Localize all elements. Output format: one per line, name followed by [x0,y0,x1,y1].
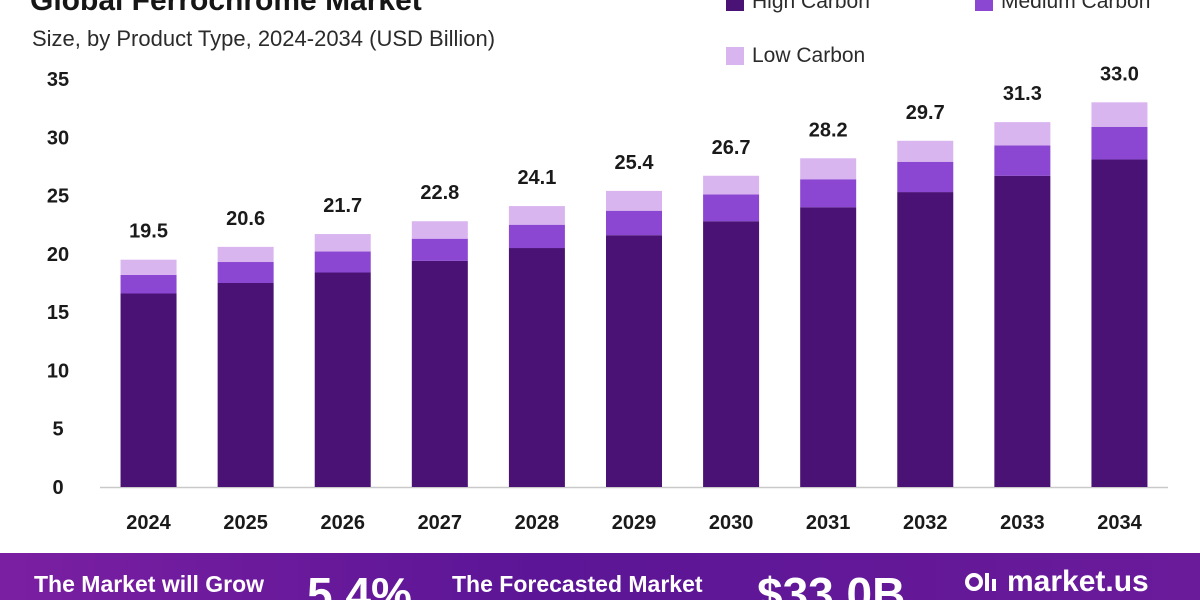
x-tick-label: 2026 [320,512,365,534]
stacked-bar-chart: 0510152025303519.5202420.6202521.7202622… [47,63,1168,534]
bar-total-label: 21.7 [323,195,362,217]
chart-title: Global Ferrochrome Market [30,0,422,17]
legend-label-high-carbon: High Carbon [752,0,870,13]
brand-name: market.us [1007,565,1149,598]
x-tick-label: 2028 [515,512,560,534]
bar-segment-medium-carbon [314,251,371,273]
bar-segment-medium-carbon [994,145,1051,176]
legend-label-medium-carbon: Medium Carbon [1001,0,1151,13]
legend-item-medium-carbon: Medium Carbon [975,0,1150,14]
bar-segment-low-carbon [314,234,371,252]
y-tick-label: 35 [47,69,69,91]
bar-segment-high-carbon [800,207,857,487]
bar-segment-medium-carbon [800,179,857,208]
bar-segment-high-carbon [508,248,565,487]
banner-forecast-value: $33.0B [757,568,906,600]
bar-total-label: 26.7 [712,137,751,159]
bar-total-label: 29.7 [906,102,945,124]
y-tick-label: 25 [47,186,69,208]
bar-segment-high-carbon [897,192,954,487]
bar-segment-low-carbon [897,140,954,162]
x-tick-label: 2033 [1000,512,1045,534]
market-us-logo-icon [965,567,999,597]
brand-logo: market.us [965,565,1149,599]
bar-total-label: 28.2 [809,119,848,141]
bar-segment-medium-carbon [508,224,565,249]
bar-segment-medium-carbon [703,194,760,222]
bar-segment-high-carbon [1091,159,1148,488]
bar-segment-low-carbon [508,206,565,225]
bar-segment-medium-carbon [120,274,177,294]
bar-total-label: 25.4 [615,152,655,174]
x-tick-label: 2025 [223,512,268,534]
bar-segment-high-carbon [411,260,468,487]
y-tick-label: 30 [47,127,69,149]
bar-segment-low-carbon [800,158,857,180]
bar-total-label: 24.1 [517,167,556,189]
x-tick-label: 2024 [126,512,171,534]
bar-segment-medium-carbon [897,161,954,193]
legend-swatch-medium-carbon [975,0,993,11]
y-tick-label: 5 [52,419,63,441]
bar-segment-medium-carbon [1091,126,1148,160]
bar-segment-low-carbon [120,259,177,275]
bar-segment-high-carbon [606,235,662,487]
x-tick-label: 2027 [418,512,463,534]
bar-segment-low-carbon [703,175,760,195]
legend-label-low-carbon: Low Carbon [752,44,866,67]
legend-item-low-carbon: Low Carbon [726,44,865,68]
bar-segment-high-carbon [217,283,274,487]
x-tick-label: 2031 [806,512,851,534]
bar-segment-low-carbon [1091,102,1148,127]
legend-swatch-high-carbon [726,0,744,11]
bar-total-label: 33.0 [1100,63,1139,85]
bar-segment-low-carbon [994,122,1051,146]
bar-segment-high-carbon [994,175,1051,488]
bar-segment-high-carbon [703,221,760,487]
bar-segment-high-carbon [314,272,371,487]
bar-total-label: 19.5 [129,221,168,243]
bar-segment-medium-carbon [411,238,468,261]
bar-total-label: 31.3 [1003,83,1042,105]
bar-segment-medium-carbon [217,262,274,283]
x-tick-label: 2034 [1097,512,1142,534]
bar-segment-low-carbon [411,221,468,239]
y-tick-label: 10 [47,360,69,382]
bar-total-label: 20.6 [226,208,265,230]
y-tick-label: 0 [52,477,63,499]
bar-total-label: 22.8 [420,182,459,204]
bar-segment-low-carbon [217,246,274,263]
x-tick-label: 2029 [612,512,657,534]
banner-forecast-label: The Forecasted Market [452,571,703,597]
bar-segment-low-carbon [606,190,662,211]
banner-grow-label: The Market will Grow [34,571,265,597]
chart-subtitle: Size, by Product Type, 2024-2034 (USD Bi… [32,26,496,51]
legend-swatch-low-carbon [726,47,744,65]
bar-segment-high-carbon [120,293,177,487]
bottom-banner: The Market will Grow 5.4% The Forecasted… [0,553,1200,600]
legend-item-high-carbon: High Carbon [726,0,870,14]
x-tick-label: 2032 [903,512,948,534]
x-tick-label: 2030 [709,512,754,534]
banner-cagr-value: 5.4% [307,568,412,600]
bar-segment-medium-carbon [606,210,662,236]
y-tick-label: 15 [47,302,69,324]
y-tick-label: 20 [47,244,69,266]
